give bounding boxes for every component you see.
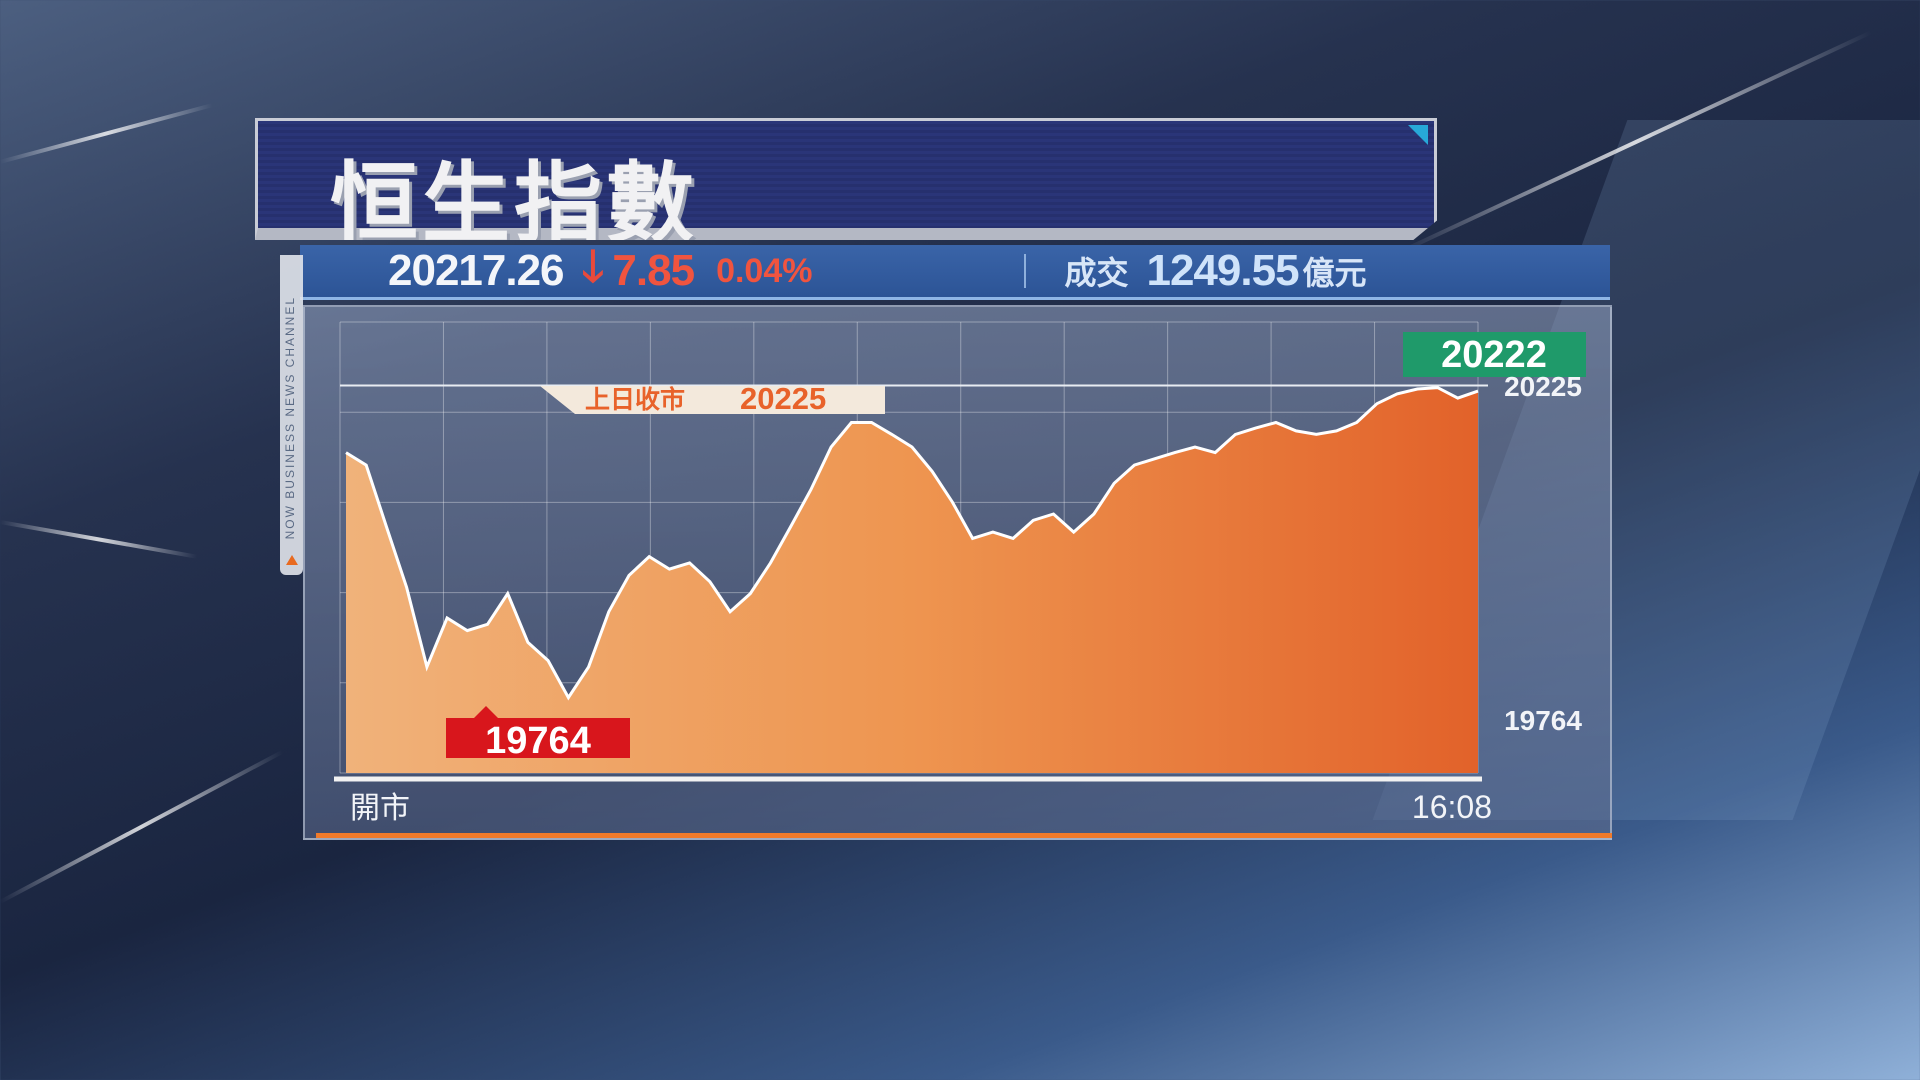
page-title: 恒生指數 bbox=[330, 152, 699, 255]
turnover-unit: 億元 bbox=[1302, 254, 1367, 292]
triangle-icon bbox=[286, 555, 298, 565]
low-value: 19764 bbox=[485, 720, 591, 762]
high-badge bbox=[1403, 332, 1586, 377]
right-label-prev-close: 20225 bbox=[1504, 371, 1582, 402]
panel-accent-line bbox=[316, 833, 1612, 838]
prev-close-label: 上日收市 bbox=[585, 385, 685, 414]
channel-brand-strip: NOW BUSINESS NEWS CHANNEL bbox=[280, 255, 303, 575]
low-badge bbox=[446, 706, 630, 758]
arrow-down-icon: 🡓 bbox=[581, 241, 605, 291]
divider bbox=[1024, 254, 1027, 288]
index-area-series bbox=[346, 387, 1478, 773]
prev-close-label-bg bbox=[540, 386, 885, 414]
right-label-low: 19764 bbox=[1504, 705, 1582, 736]
x-label-close-time: 16:08 bbox=[1412, 789, 1492, 825]
index-change: 7.85 bbox=[612, 246, 695, 295]
high-value: 20222 bbox=[1441, 334, 1547, 376]
ticker-bar: 20217.26 🡓 7.85 0.04% 成交 1249.55 億元 bbox=[300, 242, 1610, 300]
index-line-series bbox=[345, 386, 1479, 701]
index-change-percent: 0.04% bbox=[716, 251, 813, 290]
turnover-label: 成交 bbox=[1064, 254, 1129, 292]
corner-triangle-icon bbox=[1408, 125, 1428, 145]
index-value: 20217.26 bbox=[388, 246, 565, 295]
turnover-value: 1249.55 bbox=[1146, 246, 1299, 295]
title-bar: 恒生指數 bbox=[255, 118, 1437, 240]
prev-close-value: 20225 bbox=[740, 381, 826, 416]
x-label-open: 開市 bbox=[350, 791, 410, 826]
